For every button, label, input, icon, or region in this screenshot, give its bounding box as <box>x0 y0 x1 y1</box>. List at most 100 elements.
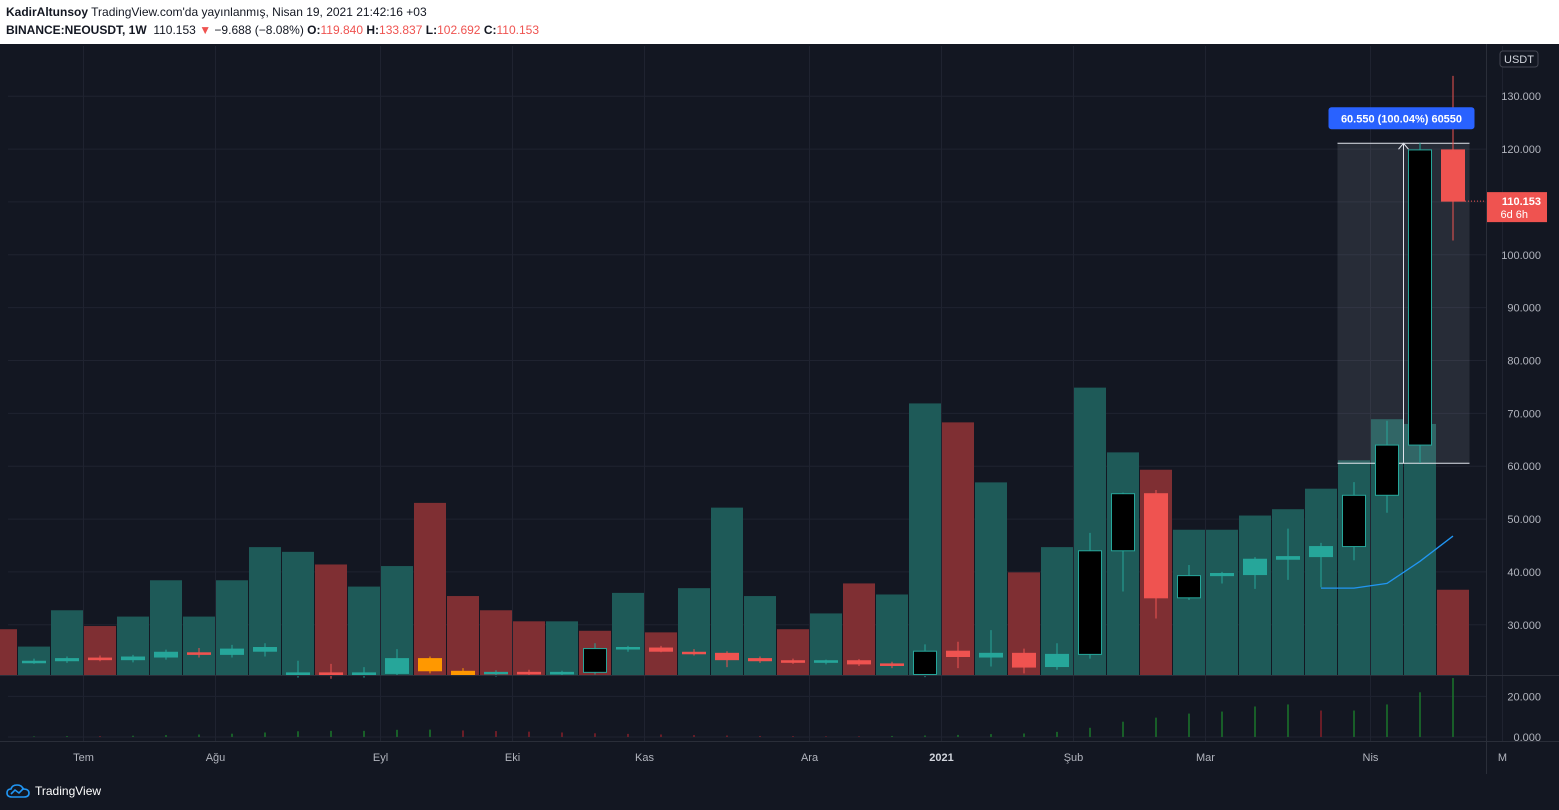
volume-bar <box>1173 529 1205 675</box>
candle <box>187 648 211 658</box>
volume-bar <box>150 580 182 675</box>
candle <box>1276 528 1300 580</box>
volume-bar <box>282 551 314 675</box>
candle-body <box>1012 652 1036 668</box>
candle-body <box>418 658 442 672</box>
candle <box>1210 571 1234 584</box>
measure-label: 60.550 (100.04%) 60550 <box>1341 113 1462 125</box>
candle <box>649 645 673 653</box>
author-name[interactable]: KadirAltunsoy <box>6 5 89 19</box>
candle-body <box>814 660 838 663</box>
candle-body <box>1243 558 1267 576</box>
volume-bar <box>1437 589 1469 675</box>
candle <box>781 658 805 664</box>
candle <box>682 649 706 656</box>
close-label: C: <box>483 23 497 37</box>
price-tick-label: 70.000 <box>1507 408 1541 420</box>
volume-bar <box>0 629 17 675</box>
candle <box>1045 643 1069 670</box>
candle-body <box>1210 573 1234 577</box>
candle <box>1243 557 1267 589</box>
chart-area[interactable]: 60.550 (100.04%) 60550 USDT 30.000 40.000 50… <box>0 44 1559 774</box>
volume-bar <box>447 596 479 675</box>
candle-body <box>517 671 541 675</box>
time-tick-label: Mar <box>1196 752 1215 764</box>
volume-bar <box>909 403 941 675</box>
measure-arrow-icon <box>1398 142 1409 150</box>
volume-bar <box>777 629 809 675</box>
volume-bar <box>414 502 446 675</box>
candle-body <box>187 652 211 655</box>
tradingview-brand[interactable]: TradingView <box>6 784 101 798</box>
publish-line: KadirAltunsoy TradingView.com'da yayınla… <box>6 5 427 19</box>
volume-bar <box>348 586 380 675</box>
volume-bar <box>876 594 908 675</box>
tradingview-logo-icon <box>6 784 30 798</box>
change-value: −9.688 (−8.08%) <box>214 23 304 37</box>
candle-body <box>880 663 904 666</box>
candle-body <box>253 647 277 652</box>
currency-label: USDT <box>1504 54 1534 66</box>
candle <box>1078 532 1102 659</box>
price-tick-label: 100.000 <box>1501 250 1541 262</box>
candle <box>1309 542 1333 588</box>
candle <box>814 659 838 665</box>
candle-body <box>451 670 475 677</box>
time-tick-label: M <box>1498 752 1507 764</box>
chart-header: KadirAltunsoy TradingView.com'da yayınla… <box>0 0 1559 44</box>
volume-bar <box>810 613 842 675</box>
close-value: 110.153 <box>496 23 540 37</box>
lower-pane-histogram <box>33 678 1454 737</box>
last-price: 110.153 <box>153 23 196 37</box>
candle <box>748 656 772 663</box>
price-tick-label: 80.000 <box>1507 356 1541 368</box>
candle-body <box>682 651 706 655</box>
volume-bar <box>1239 515 1271 675</box>
measure-label-box <box>1328 107 1475 130</box>
volume-ma-line <box>1321 535 1454 589</box>
candle-body <box>1342 494 1366 548</box>
volume-bar <box>1404 423 1436 675</box>
candle-body <box>154 651 178 658</box>
price-tick-label: 120.000 <box>1501 144 1541 156</box>
current-price-label: 110.153 <box>1502 196 1541 208</box>
price-tick-label: 40.000 <box>1507 567 1541 579</box>
time-tick-label: Şub <box>1064 752 1084 764</box>
candle <box>385 649 409 677</box>
candle-body <box>1177 575 1201 599</box>
time-tick-label: Ağu <box>206 752 226 764</box>
candle <box>616 645 640 652</box>
time-tick-label: Kas <box>635 752 654 764</box>
currency-badge <box>1499 50 1539 68</box>
candle-body <box>979 652 1003 658</box>
volume-bar <box>315 564 347 675</box>
volume-bar <box>84 626 116 675</box>
candle <box>1375 420 1399 513</box>
time-tick-label: Ara <box>801 752 819 764</box>
time-tick-label: Eki <box>505 752 520 764</box>
candle-body <box>715 652 739 661</box>
volume-bar <box>711 507 743 675</box>
volume-bar <box>183 616 215 675</box>
candle <box>220 644 244 658</box>
grid-lines <box>8 46 1503 741</box>
volume-bar <box>645 632 677 675</box>
candle <box>1111 492 1135 592</box>
volume-bar <box>1206 529 1238 675</box>
candle <box>55 656 79 663</box>
candle <box>1144 490 1168 619</box>
volume-bar <box>216 580 248 675</box>
change-down-icon: ▼ <box>199 23 212 37</box>
candle <box>979 630 1003 667</box>
symbol-label[interactable]: BINANCE:NEOUSDT, 1W <box>6 23 147 37</box>
candle <box>583 643 607 675</box>
volume-bar <box>942 422 974 675</box>
low-value: 102.692 <box>437 23 481 37</box>
candle-body <box>1309 546 1333 558</box>
volume-bar <box>546 621 578 675</box>
candle-body <box>55 658 79 662</box>
candle-body <box>1375 444 1399 496</box>
price-tick-label: 60.000 <box>1507 461 1541 473</box>
open-value: 119.840 <box>320 23 364 37</box>
candle-body <box>1408 149 1432 446</box>
